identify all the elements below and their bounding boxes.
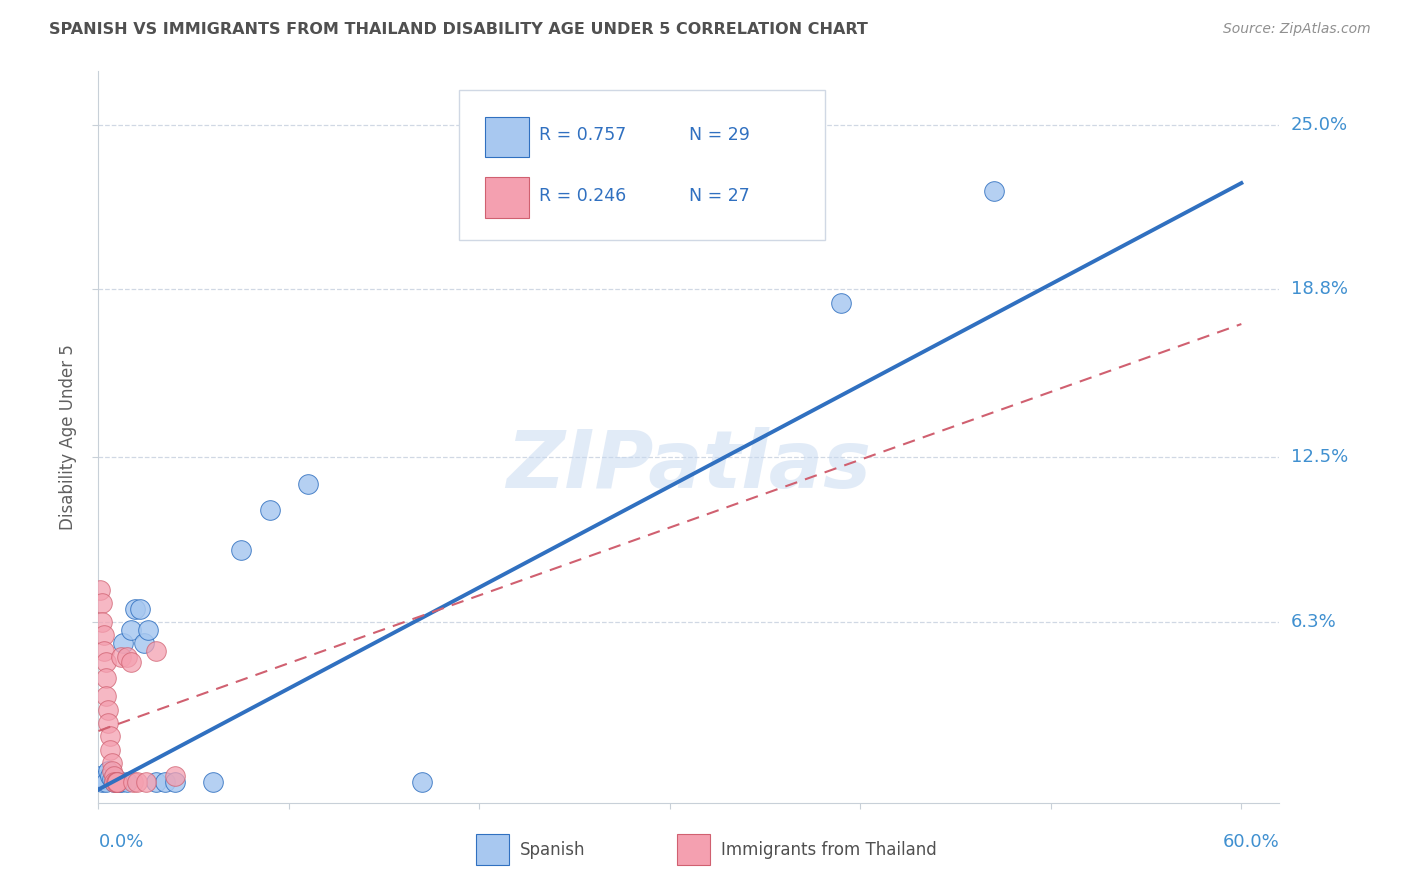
- Point: [100, 756, 122, 770]
- Point: [134, 636, 156, 650]
- Point: [112, 636, 135, 650]
- Text: 0.0%: 0.0%: [98, 833, 143, 851]
- Point: [100, 772, 122, 786]
- Text: 12.5%: 12.5%: [1291, 448, 1348, 466]
- Text: SPANISH VS IMMIGRANTS FROM THAILAND DISABILITY AGE UNDER 5 CORRELATION CHART: SPANISH VS IMMIGRANTS FROM THAILAND DISA…: [49, 22, 868, 37]
- FancyBboxPatch shape: [485, 178, 530, 218]
- Point: [91, 774, 114, 789]
- FancyBboxPatch shape: [477, 834, 509, 865]
- Point: [297, 476, 319, 491]
- Text: Immigrants from Thailand: Immigrants from Thailand: [721, 840, 936, 859]
- Point: [94, 655, 117, 669]
- Point: [103, 769, 125, 783]
- Text: N = 27: N = 27: [689, 186, 749, 204]
- Point: [107, 774, 129, 789]
- Point: [104, 774, 127, 789]
- Point: [107, 774, 129, 789]
- Point: [89, 582, 111, 597]
- FancyBboxPatch shape: [485, 117, 530, 157]
- Point: [97, 764, 120, 778]
- Point: [983, 184, 1005, 198]
- Point: [145, 774, 167, 789]
- Text: Spanish: Spanish: [520, 840, 585, 859]
- Point: [115, 649, 138, 664]
- Point: [121, 774, 143, 789]
- Point: [231, 543, 253, 558]
- Point: [129, 601, 152, 615]
- Point: [124, 601, 146, 615]
- Text: ZIPatlas: ZIPatlas: [506, 427, 872, 506]
- Point: [94, 671, 117, 685]
- Point: [89, 769, 111, 783]
- Point: [163, 769, 186, 783]
- Point: [91, 596, 114, 610]
- Point: [98, 742, 121, 756]
- Text: 25.0%: 25.0%: [1291, 116, 1348, 134]
- Point: [135, 774, 157, 789]
- Point: [103, 774, 125, 789]
- Point: [100, 764, 122, 778]
- Point: [411, 774, 433, 789]
- Text: Source: ZipAtlas.com: Source: ZipAtlas.com: [1223, 22, 1371, 37]
- Point: [108, 774, 131, 789]
- Y-axis label: Disability Age Under 5: Disability Age Under 5: [59, 344, 77, 530]
- Point: [104, 772, 127, 786]
- Point: [98, 769, 121, 783]
- Text: R = 0.757: R = 0.757: [538, 126, 626, 144]
- Point: [145, 644, 167, 658]
- Point: [125, 774, 148, 789]
- Point: [110, 649, 132, 664]
- Point: [94, 774, 117, 789]
- Point: [93, 644, 115, 658]
- Text: N = 29: N = 29: [689, 126, 749, 144]
- Text: R = 0.246: R = 0.246: [538, 186, 626, 204]
- Point: [163, 774, 186, 789]
- Point: [97, 716, 120, 731]
- Point: [259, 503, 281, 517]
- Point: [120, 623, 142, 637]
- Point: [98, 729, 121, 743]
- FancyBboxPatch shape: [458, 90, 825, 240]
- FancyBboxPatch shape: [678, 834, 710, 865]
- Text: 6.3%: 6.3%: [1291, 613, 1336, 631]
- Point: [136, 623, 159, 637]
- Text: 18.8%: 18.8%: [1291, 280, 1347, 299]
- Point: [153, 774, 176, 789]
- Point: [201, 774, 224, 789]
- Point: [94, 690, 117, 704]
- Point: [120, 655, 142, 669]
- Text: 60.0%: 60.0%: [1223, 833, 1279, 851]
- Point: [107, 774, 129, 789]
- Point: [93, 772, 115, 786]
- Point: [830, 295, 852, 310]
- Point: [93, 628, 115, 642]
- Point: [103, 774, 125, 789]
- Point: [115, 774, 138, 789]
- Point: [91, 615, 114, 629]
- Point: [97, 703, 120, 717]
- Point: [110, 774, 132, 789]
